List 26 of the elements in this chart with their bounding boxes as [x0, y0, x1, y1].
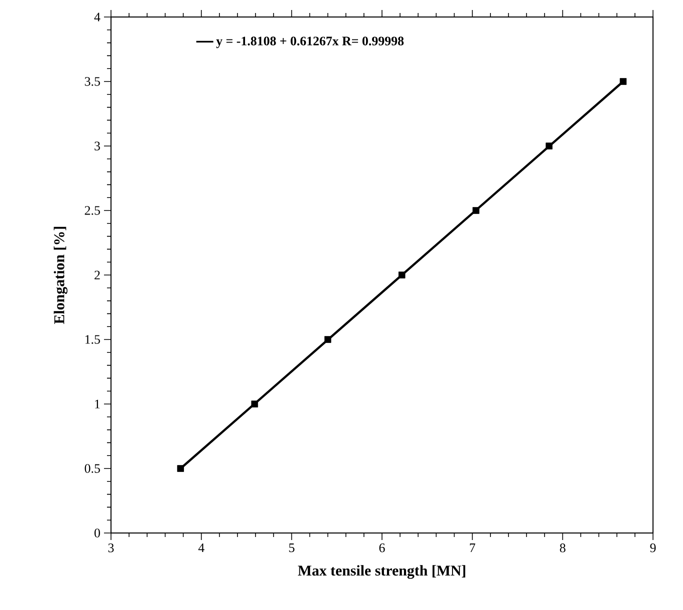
- x-tick-label: 3: [108, 544, 114, 552]
- legend-label: y = -1.8108 + 0.61267x R= 0.99998: [216, 36, 404, 48]
- x-tick-label: 5: [289, 544, 294, 552]
- x-tick-label: 9: [650, 544, 656, 552]
- point: [251, 400, 258, 408]
- y-tick-label: 0: [94, 528, 100, 538]
- y-tick-label: 0.5: [84, 464, 100, 473]
- y-tick-label: 1: [95, 400, 100, 408]
- y-tick-label: 4: [94, 12, 100, 22]
- point: [324, 336, 332, 343]
- point: [472, 207, 480, 214]
- y-tick-label: 1.5: [85, 335, 100, 344]
- x-tick-label: 4: [198, 544, 204, 552]
- x-tick-label: 6: [379, 544, 385, 552]
- point: [177, 465, 184, 472]
- x-axis-title: Max tensile strength [MN]: [298, 565, 466, 579]
- x-tick-label: 8: [560, 544, 566, 552]
- y-tick-label: 2.5: [84, 206, 100, 215]
- y-tick-label: 2: [94, 270, 100, 280]
- point: [620, 78, 627, 85]
- y-tick-label: 3: [94, 142, 100, 150]
- y-tick-label: 3.5: [84, 77, 100, 86]
- point: [398, 272, 406, 278]
- point: [546, 142, 553, 150]
- y-axis-title: Elongation [%]: [54, 226, 68, 324]
- x-tick-label: 7: [470, 544, 476, 552]
